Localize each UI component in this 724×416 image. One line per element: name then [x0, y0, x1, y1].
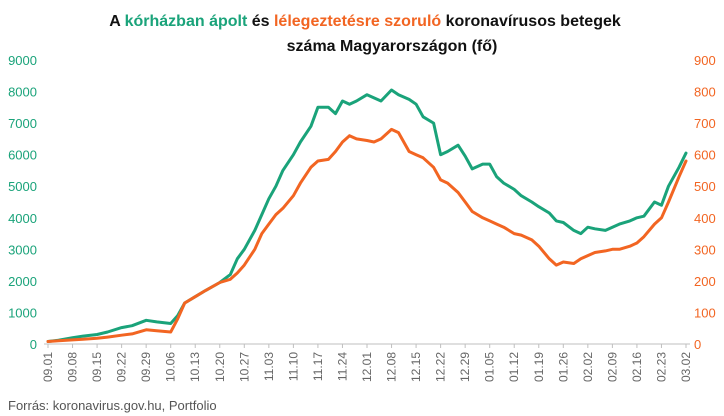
y-left-tick-label: 3000 — [8, 242, 37, 257]
x-tick-label: 02.02 — [581, 352, 595, 382]
x-tick-label: 03.02 — [679, 352, 693, 382]
x-tick-label: 11.03 — [262, 352, 276, 381]
y-right-tick-label: 100 — [694, 305, 716, 320]
chart-title-line2: száma Magyarországon (fő) — [287, 38, 498, 55]
x-tick-label: 12.01 — [360, 352, 374, 382]
y-right-tick-label: 600 — [694, 148, 716, 163]
y-left-tick-label: 1000 — [8, 305, 37, 320]
x-tick-label: 09.22 — [115, 352, 129, 382]
y-right-tick-label: 400 — [694, 211, 716, 226]
x-tick-label: 01.26 — [556, 352, 570, 382]
x-tick-label: 12.15 — [409, 352, 423, 382]
y-left-tick-label: 8000 — [8, 85, 37, 100]
title-part-4: koronavírusos betegek — [441, 13, 621, 30]
x-tick-label: 02.16 — [630, 352, 644, 382]
title-part-ventilated: lélegeztetésre szoruló — [274, 13, 441, 30]
x-tick-label: 09.01 — [41, 352, 55, 382]
x-tick-label: 11.24 — [335, 352, 349, 381]
x-tick-label: 12.22 — [434, 352, 448, 382]
y-left-tick-label: 9000 — [8, 53, 37, 68]
x-axis: 09.01 09.08 09.15 09.22 09.29 10.06 10.13 10.20… — [41, 344, 693, 382]
title-part-hospitalized: kórházban ápolt — [125, 13, 248, 30]
x-tick-label: 09.29 — [139, 352, 153, 382]
y-right-tick-label: 200 — [694, 274, 716, 289]
y-left-tick-label: 6000 — [8, 148, 37, 163]
x-tick-label: 12.08 — [385, 352, 399, 382]
y-left-tick-label: 4000 — [8, 211, 37, 226]
source-note: Forrás: koronavirus.gov.hu, Portfolio — [8, 398, 217, 413]
x-tick-label: 12.29 — [458, 352, 472, 382]
x-tick-label: 10.27 — [237, 352, 251, 382]
series-line-hospitalized — [46, 88, 688, 343]
x-tick-label: 01.05 — [483, 352, 497, 382]
x-tick-label: 10.13 — [188, 352, 202, 382]
x-tick-label: 11.17 — [311, 352, 325, 381]
x-tick-label: 09.15 — [90, 352, 104, 382]
x-tick-label: 02.23 — [654, 352, 668, 382]
y-right-tick-label: 500 — [694, 179, 716, 194]
x-tick-label: 09.08 — [66, 352, 80, 382]
y-left-tick-label: 0 — [30, 337, 37, 352]
y-axis-right: 0 100 200 300 400 500 600 700 800 900 — [694, 53, 716, 352]
x-tick-label: 01.19 — [532, 352, 546, 382]
chart-title-line1: A kórházban ápolt és lélegeztetésre szor… — [109, 13, 621, 30]
x-tick-label: 01.12 — [507, 352, 521, 382]
y-left-tick-label: 5000 — [8, 179, 37, 194]
x-tick-label: 02.09 — [605, 352, 619, 382]
series-group — [46, 88, 688, 343]
x-tick-label: 10.06 — [164, 352, 178, 382]
y-left-tick-label: 2000 — [8, 274, 37, 289]
y-right-tick-label: 300 — [694, 242, 716, 257]
y-right-tick-label: 900 — [694, 53, 716, 68]
y-left-tick-label: 7000 — [8, 116, 37, 131]
y-right-tick-label: 0 — [694, 337, 701, 352]
y-axis-left: 0 1000 2000 3000 4000 5000 6000 7000 8000 9000 — [8, 53, 37, 352]
y-right-tick-label: 800 — [694, 85, 716, 100]
title-part-0: A — [109, 13, 124, 30]
x-tick-label: 10.20 — [213, 352, 227, 382]
x-tick-label: 11.10 — [286, 352, 300, 381]
y-right-tick-label: 700 — [694, 116, 716, 131]
series-line-ventilated — [46, 127, 688, 343]
title-part-2: és — [247, 13, 274, 30]
